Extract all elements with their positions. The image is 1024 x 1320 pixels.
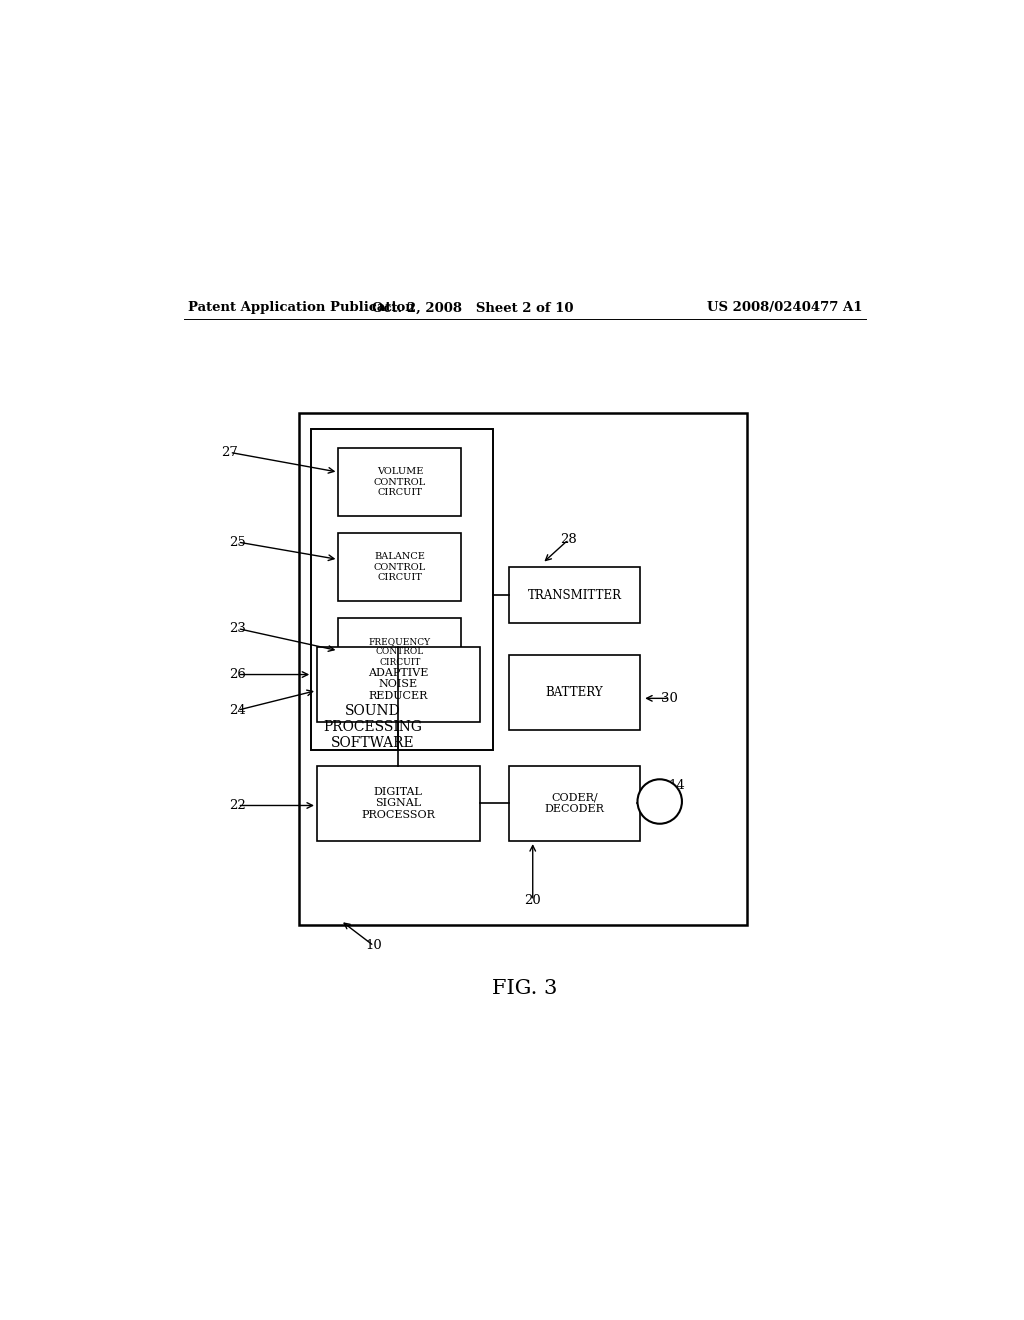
Text: BATTERY: BATTERY bbox=[546, 686, 603, 698]
Text: US 2008/0240477 A1: US 2008/0240477 A1 bbox=[707, 301, 862, 314]
Text: FIG. 3: FIG. 3 bbox=[493, 978, 557, 998]
Text: BALANCE
CONTROL
CIRCUIT: BALANCE CONTROL CIRCUIT bbox=[374, 552, 426, 582]
Text: 26: 26 bbox=[229, 668, 246, 681]
Text: DIGITAL
SIGNAL
PROCESSOR: DIGITAL SIGNAL PROCESSOR bbox=[361, 787, 435, 820]
Text: SOUND
PROCESSING
SOFTWARE: SOUND PROCESSING SOFTWARE bbox=[323, 704, 422, 750]
Text: 24: 24 bbox=[229, 704, 246, 717]
Text: FREQUENCY
CONTROL
CIRCUIT: FREQUENCY CONTROL CIRCUIT bbox=[369, 638, 431, 667]
Text: 10: 10 bbox=[366, 940, 382, 953]
Text: VOLUME
CONTROL
CIRCUIT: VOLUME CONTROL CIRCUIT bbox=[374, 467, 426, 498]
Bar bbox=[338, 449, 462, 516]
Text: Patent Application Publication: Patent Application Publication bbox=[187, 301, 415, 314]
Text: ADAPTIVE
NOISE
REDUCER: ADAPTIVE NOISE REDUCER bbox=[368, 668, 428, 701]
Bar bbox=[338, 533, 462, 601]
Bar bbox=[316, 647, 479, 722]
Text: 25: 25 bbox=[229, 536, 246, 549]
Bar bbox=[509, 568, 640, 623]
Text: 27: 27 bbox=[221, 446, 238, 459]
Bar bbox=[338, 618, 462, 685]
Bar bbox=[509, 766, 640, 841]
Bar bbox=[310, 429, 494, 750]
Text: 30: 30 bbox=[660, 692, 678, 705]
Text: CODER/
DECODER: CODER/ DECODER bbox=[545, 793, 604, 814]
Text: TRANSMITTER: TRANSMITTER bbox=[527, 589, 622, 602]
Bar bbox=[299, 413, 748, 924]
Text: Oct. 2, 2008   Sheet 2 of 10: Oct. 2, 2008 Sheet 2 of 10 bbox=[373, 301, 574, 314]
Text: 14: 14 bbox=[669, 779, 685, 792]
Bar bbox=[509, 655, 640, 730]
Text: 22: 22 bbox=[229, 799, 246, 812]
Circle shape bbox=[638, 779, 682, 824]
Text: 23: 23 bbox=[229, 622, 246, 635]
Text: 28: 28 bbox=[560, 533, 577, 546]
Bar bbox=[316, 766, 479, 841]
Text: 20: 20 bbox=[524, 894, 541, 907]
